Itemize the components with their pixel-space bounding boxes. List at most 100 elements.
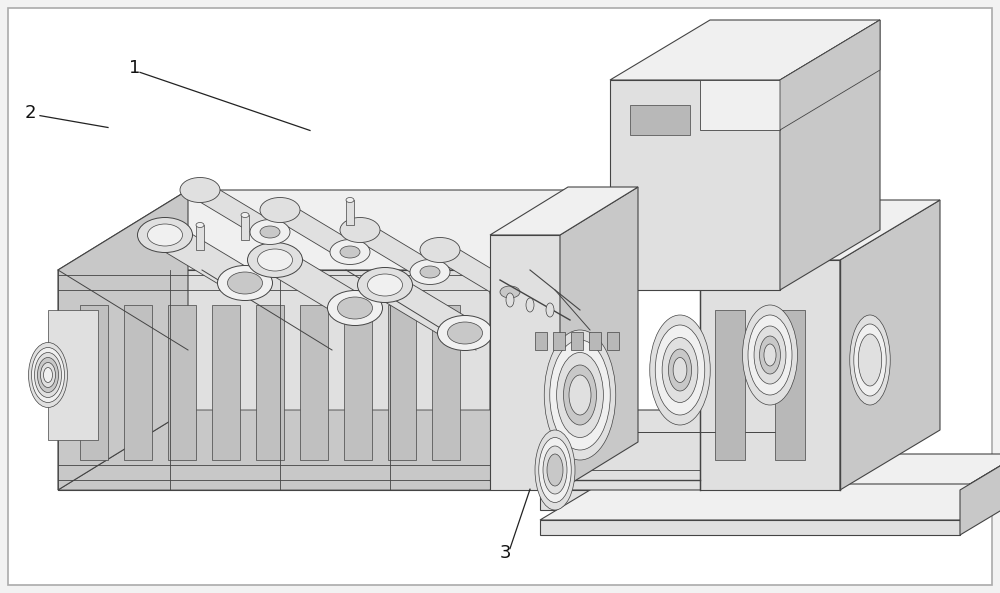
Ellipse shape xyxy=(410,260,450,285)
Polygon shape xyxy=(346,200,354,225)
Ellipse shape xyxy=(550,340,610,450)
Ellipse shape xyxy=(748,315,792,395)
Polygon shape xyxy=(840,200,940,490)
Polygon shape xyxy=(535,332,547,350)
Polygon shape xyxy=(48,310,98,440)
Polygon shape xyxy=(440,238,510,304)
Ellipse shape xyxy=(358,267,413,302)
Polygon shape xyxy=(241,215,249,240)
Polygon shape xyxy=(490,410,830,490)
Polygon shape xyxy=(540,490,960,510)
Ellipse shape xyxy=(490,279,530,304)
Polygon shape xyxy=(385,268,465,350)
Ellipse shape xyxy=(438,315,492,350)
Ellipse shape xyxy=(340,218,380,243)
Polygon shape xyxy=(300,305,328,460)
Ellipse shape xyxy=(196,222,204,228)
Ellipse shape xyxy=(506,293,514,307)
Polygon shape xyxy=(780,20,880,290)
Ellipse shape xyxy=(760,336,780,374)
Polygon shape xyxy=(630,105,690,135)
Ellipse shape xyxy=(547,454,563,486)
Ellipse shape xyxy=(148,224,182,246)
Polygon shape xyxy=(540,454,1000,490)
Ellipse shape xyxy=(546,303,554,317)
Polygon shape xyxy=(432,305,460,460)
Polygon shape xyxy=(168,305,196,460)
Ellipse shape xyxy=(754,326,786,384)
Polygon shape xyxy=(124,305,152,460)
Polygon shape xyxy=(80,305,108,460)
Polygon shape xyxy=(540,520,960,535)
Polygon shape xyxy=(165,218,245,300)
Ellipse shape xyxy=(44,368,52,382)
Ellipse shape xyxy=(38,358,58,393)
Polygon shape xyxy=(560,187,638,490)
Ellipse shape xyxy=(34,352,62,397)
Ellipse shape xyxy=(241,212,249,218)
Ellipse shape xyxy=(340,246,360,258)
Polygon shape xyxy=(715,310,745,460)
Polygon shape xyxy=(344,305,372,460)
Ellipse shape xyxy=(40,362,56,387)
Ellipse shape xyxy=(346,197,354,202)
Ellipse shape xyxy=(526,298,534,312)
Polygon shape xyxy=(610,80,780,290)
Ellipse shape xyxy=(228,272,262,294)
Polygon shape xyxy=(960,454,1000,510)
Ellipse shape xyxy=(858,334,882,386)
Ellipse shape xyxy=(138,218,192,253)
Ellipse shape xyxy=(28,343,68,407)
Polygon shape xyxy=(780,20,880,130)
Ellipse shape xyxy=(258,249,292,271)
Polygon shape xyxy=(212,305,240,460)
Ellipse shape xyxy=(260,197,300,222)
Polygon shape xyxy=(58,190,620,270)
Ellipse shape xyxy=(854,324,886,396)
Ellipse shape xyxy=(338,297,372,319)
Ellipse shape xyxy=(180,177,220,202)
Polygon shape xyxy=(275,243,355,325)
Ellipse shape xyxy=(535,430,575,510)
Ellipse shape xyxy=(544,330,616,460)
Polygon shape xyxy=(700,200,940,260)
Polygon shape xyxy=(553,332,565,350)
Polygon shape xyxy=(490,235,560,490)
Ellipse shape xyxy=(330,240,370,264)
Ellipse shape xyxy=(543,446,567,494)
Polygon shape xyxy=(200,178,270,244)
Polygon shape xyxy=(775,310,805,460)
Polygon shape xyxy=(58,190,188,490)
Polygon shape xyxy=(490,190,620,490)
Ellipse shape xyxy=(668,349,692,391)
Ellipse shape xyxy=(650,315,710,425)
Text: 2: 2 xyxy=(24,104,36,122)
Polygon shape xyxy=(490,187,638,235)
Polygon shape xyxy=(196,225,204,250)
Polygon shape xyxy=(700,80,780,130)
Ellipse shape xyxy=(32,347,64,403)
Ellipse shape xyxy=(248,243,302,278)
Ellipse shape xyxy=(569,375,591,415)
Polygon shape xyxy=(960,454,1000,535)
Polygon shape xyxy=(589,332,601,350)
Polygon shape xyxy=(700,260,840,490)
Ellipse shape xyxy=(368,274,402,296)
Ellipse shape xyxy=(539,438,571,502)
Ellipse shape xyxy=(260,226,280,238)
Ellipse shape xyxy=(420,266,440,278)
Polygon shape xyxy=(388,305,416,460)
Ellipse shape xyxy=(662,337,698,403)
Ellipse shape xyxy=(673,358,687,382)
Polygon shape xyxy=(280,198,350,264)
Polygon shape xyxy=(540,484,1000,520)
FancyBboxPatch shape xyxy=(8,8,992,585)
Ellipse shape xyxy=(448,322,482,344)
Ellipse shape xyxy=(850,315,890,405)
Ellipse shape xyxy=(764,344,776,366)
Polygon shape xyxy=(610,20,880,80)
Polygon shape xyxy=(360,218,430,284)
Ellipse shape xyxy=(557,352,603,438)
Polygon shape xyxy=(58,270,490,490)
Ellipse shape xyxy=(564,365,596,425)
